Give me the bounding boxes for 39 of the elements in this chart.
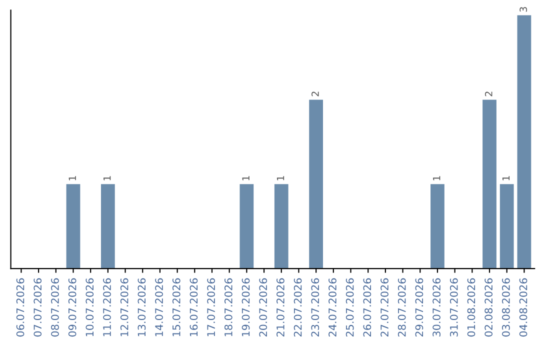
data-label: 1 (502, 176, 510, 180)
x-tick-label: 02.08.2026 (484, 278, 493, 337)
x-tick-label: 06.07.2026 (16, 278, 24, 337)
x-tick-label: 16.07.2026 (190, 278, 198, 336)
x-tick-label: 31.07.2026 (450, 278, 458, 336)
x-tick-label: 21.07.2026 (276, 278, 284, 337)
x-tick-label: 22.07.2026 (294, 278, 302, 337)
x-tick-label: 30.07.2026 (432, 278, 440, 336)
x-tick-label: 01.08.2026 (467, 278, 476, 337)
data-label: 3 (520, 7, 528, 12)
data-label: 1 (242, 176, 250, 180)
data-label: 2 (312, 92, 319, 96)
x-tick-label: 26.07.2026 (363, 278, 372, 337)
data-label: 2 (484, 92, 492, 96)
data-label: 1 (276, 176, 284, 180)
x-tick-label: 25.07.2026 (346, 278, 354, 337)
x-tick-label: 07.07.2026 (34, 278, 42, 337)
x-tick-label: 03.08.2026 (502, 278, 510, 337)
data-label: 1 (104, 176, 111, 180)
x-tick-label: 17.07.2026 (207, 278, 216, 336)
x-tick-label: 08.07.2026 (51, 278, 59, 337)
x-tick-label: 14.07.2026 (155, 278, 163, 336)
data-label: 1 (68, 176, 76, 180)
x-tick-label: 29.07.2026 (415, 278, 424, 337)
x-tick-label: 10.07.2026 (86, 278, 94, 336)
x-tick-label: 12.07.2026 (120, 278, 128, 336)
x-tick-label: 04.08.2026 (519, 278, 528, 337)
x-tick-label: 28.07.2026 (398, 278, 406, 337)
x-tick-label: 24.07.2026 (328, 278, 336, 337)
x-tick-label: 09.07.2026 (68, 278, 76, 337)
x-tick-label: 20.07.2026 (259, 278, 268, 337)
data-label: 1 (433, 176, 440, 180)
x-tick-label: 15.07.2026 (172, 278, 180, 336)
x-tick-label: 11.07.2026 (103, 278, 111, 336)
x-tick-label: 23.07.2026 (311, 278, 320, 337)
x-tick-label: 19.07.2026 (242, 278, 250, 336)
x-tick-label: 13.07.2026 (138, 278, 146, 336)
x-tick-label: 18.07.2026 (224, 278, 232, 336)
x-tick-label: 27.07.2026 (380, 278, 388, 337)
